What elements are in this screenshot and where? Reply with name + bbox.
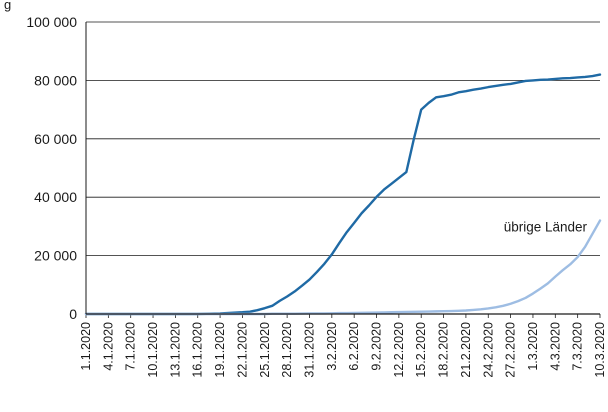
x-tick-label: 7.1.2020 [124,322,138,371]
y-tick-label: 60 000 [34,131,77,147]
x-tick-label: 1.3.2020 [526,322,540,371]
x-tick-label: 4.1.2020 [101,322,115,371]
y-tick-label: 40 000 [34,189,77,205]
x-tick-label: 28.1.2020 [280,322,294,378]
x-tick-label: 13.1.2020 [168,322,182,378]
x-tick-label: 24.2.2020 [481,322,495,378]
y-tick-label: 100 000 [26,14,77,30]
x-tick-label: 16.1.2020 [191,322,205,378]
x-tick-label: 9.2.2020 [370,322,384,371]
x-tick-label: 10.1.2020 [146,322,160,378]
y-tick-label: 80 000 [34,72,77,88]
series-label-uebrige-laender: übrige Länder [504,219,588,234]
x-tick-label: 4.3.2020 [548,322,562,371]
x-tick-label: 31.1.2020 [302,322,316,378]
x-tick-label: 18.2.2020 [437,322,451,378]
x-tick-label: 3.2.2020 [325,322,339,371]
y-tick-label: 0 [69,306,77,322]
x-tick-label: 15.2.2020 [414,322,428,378]
series-line-uebrige-laender [84,219,602,316]
x-tick-label: 22.1.2020 [235,322,249,378]
x-tick-label: 6.2.2020 [347,322,361,371]
x-axis-ticks: 1.1.2020 4.1.2020 7.1.2020 10.1.2020 13.1.20… [79,314,607,378]
x-tick-label: 25.1.2020 [258,322,272,378]
x-tick-label: 27.2.2020 [504,322,518,378]
y-tick-label: 20 000 [34,248,77,264]
series-lines [84,73,602,316]
y-axis-ticks: 0 20 000 40 000 60 000 80 000 100 000 [26,14,77,322]
series-labels: Chinaübrige Länder [504,219,588,234]
x-tick-label: 12.2.2020 [392,322,406,378]
x-tick-label: 21.2.2020 [459,322,473,378]
gridlines [86,21,600,257]
x-tick-label: 1.1.2020 [79,322,93,371]
x-tick-label: 19.1.2020 [213,322,227,378]
x-tick-label: 7.3.2020 [571,322,585,371]
series-line-china [84,73,602,316]
x-tick-label: 10.3.2020 [593,322,607,378]
y-unit-label: g [4,0,11,12]
